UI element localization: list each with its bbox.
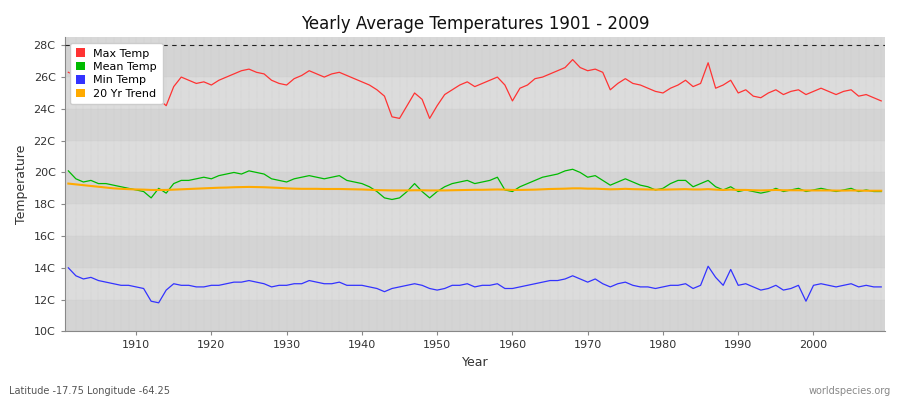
Text: Latitude -17.75 Longitude -64.25: Latitude -17.75 Longitude -64.25 — [9, 386, 170, 396]
Bar — [65, 268, 885, 300]
Bar — [65, 109, 885, 141]
Y-axis label: Temperature: Temperature — [15, 145, 28, 224]
Text: worldspecies.org: worldspecies.org — [809, 386, 891, 396]
Bar — [65, 300, 885, 332]
Bar — [65, 204, 885, 236]
Bar — [65, 236, 885, 268]
Bar — [65, 172, 885, 204]
Bar — [65, 45, 885, 77]
Bar — [65, 141, 885, 172]
X-axis label: Year: Year — [462, 356, 488, 369]
Legend: Max Temp, Mean Temp, Min Temp, 20 Yr Trend: Max Temp, Mean Temp, Min Temp, 20 Yr Tre… — [70, 43, 163, 104]
Bar — [65, 77, 885, 109]
Title: Yearly Average Temperatures 1901 - 2009: Yearly Average Temperatures 1901 - 2009 — [301, 15, 649, 33]
